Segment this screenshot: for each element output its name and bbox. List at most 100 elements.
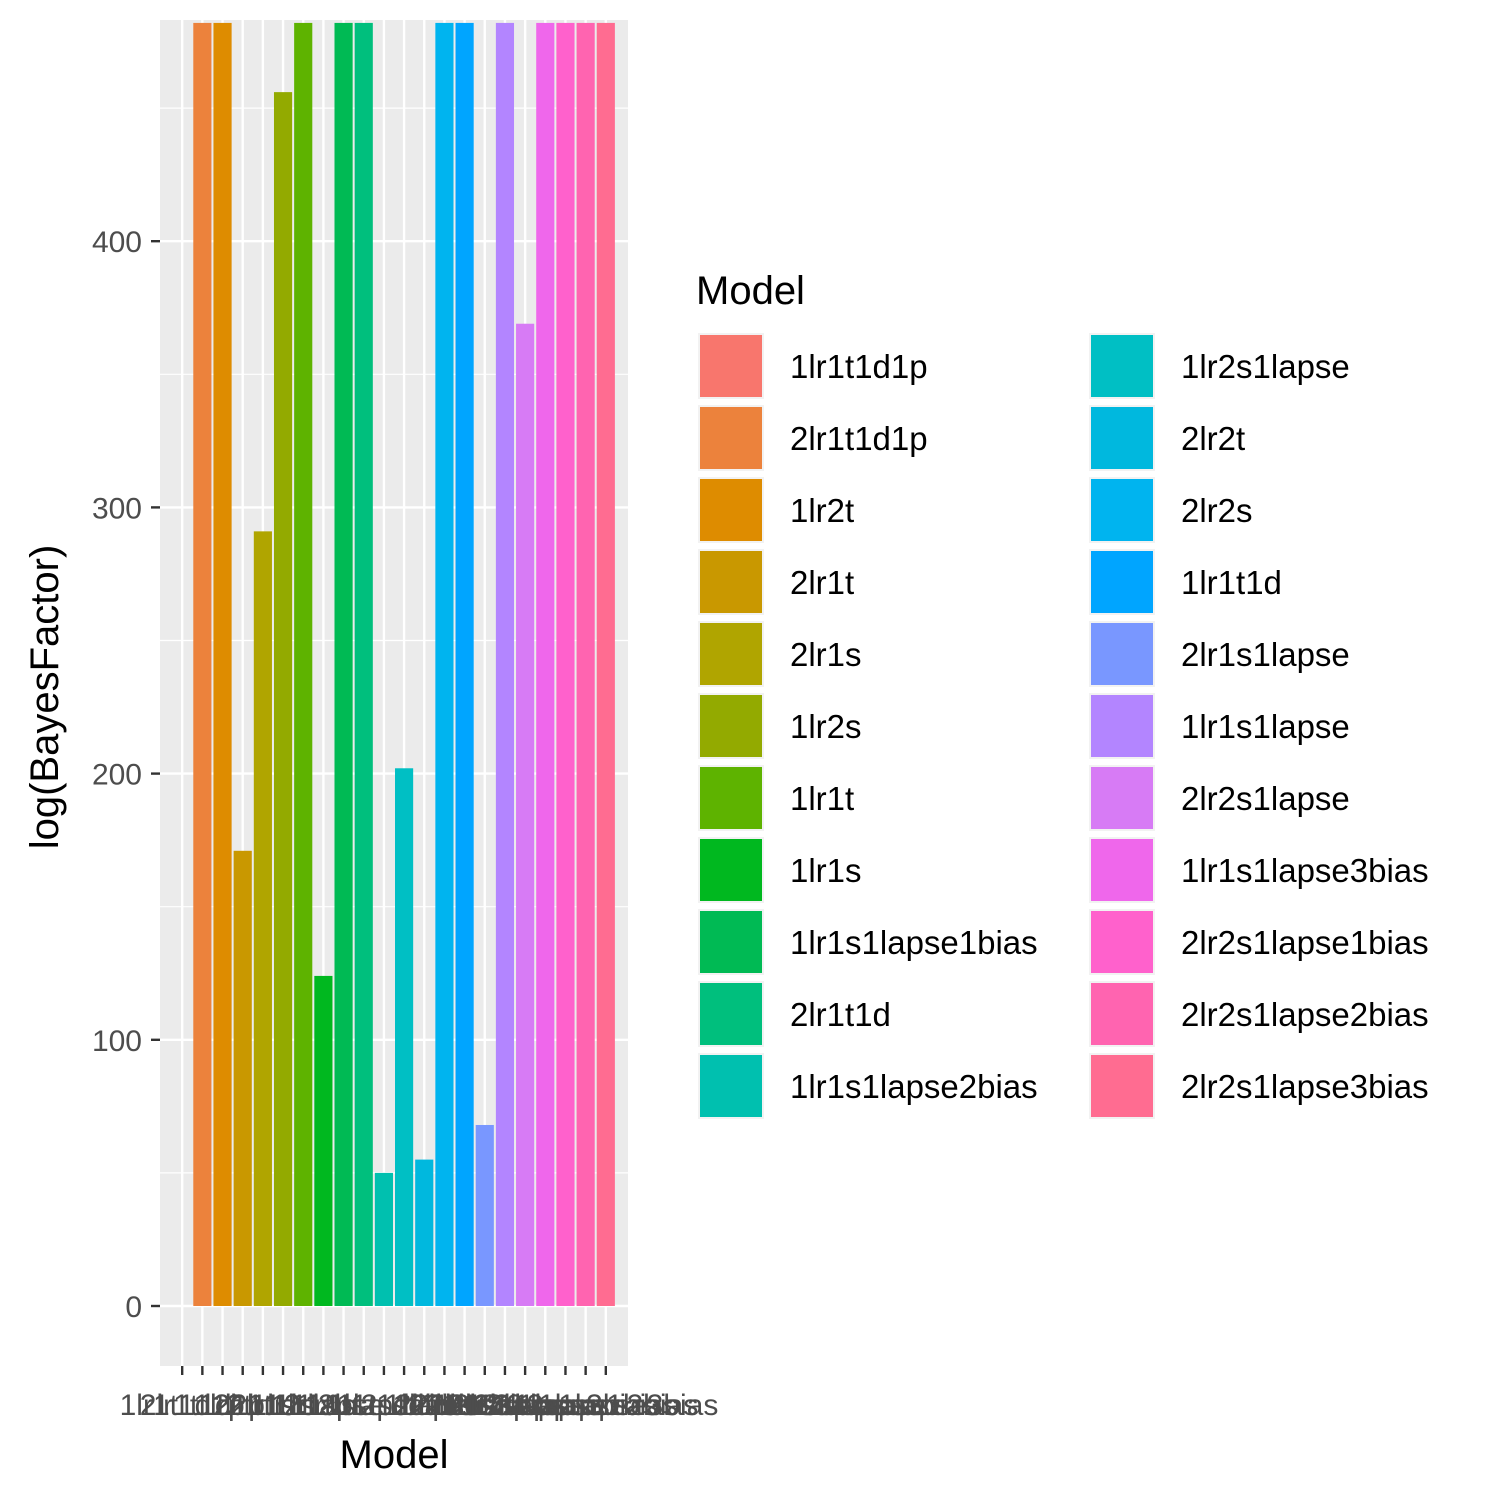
bar-1lr1s (314, 975, 333, 1306)
legend-key-2lr2s (1091, 479, 1153, 541)
bars (193, 22, 615, 1306)
x-axis: 1lr1t1d1p2lr1t1d1p1lr2t2lr1t2lr1s1lr2s1l… (120, 1366, 718, 1422)
x-tick-label: 2lr2s1lapse3bias (493, 1389, 718, 1422)
legend-label: 2lr2s1lapse (1181, 780, 1350, 817)
x-tick-label: 2lr1t1d1p (140, 1389, 265, 1422)
legend-label: 1lr1s1lapse (1181, 708, 1350, 745)
bar-2lr2s1lapse3bias (596, 22, 615, 1306)
legend-key-2lr2s1lapse3bias (1091, 1055, 1153, 1117)
legend-key-2lr2s1lapse2bias (1091, 983, 1153, 1045)
x-tick-label: 2lr2s1lapse (448, 1389, 601, 1422)
legend-label: 1lr1t1d (1181, 564, 1282, 601)
x-tick-label: 1lr1s1lapse3bias (433, 1389, 658, 1422)
bar-2lr2s1lapse1bias (556, 22, 575, 1306)
legend-label: 2lr1t (790, 564, 854, 601)
legend-key-1lr1t1d (1091, 551, 1153, 613)
legend-key-1lr1s1lapse2bias (700, 1055, 762, 1117)
x-tick-label: 1lr1s1lapse2bias (271, 1389, 496, 1422)
legend-key-2lr2s1lapse1bias (1091, 911, 1153, 973)
legend-key-1lr1s1lapse (1091, 695, 1153, 757)
x-tick-label: 2lr1s1lapse (408, 1389, 561, 1422)
legend-label: 1lr1s (790, 852, 862, 889)
x-tick-label: 1lr2t (193, 1389, 252, 1422)
bar-1lr1t (294, 22, 313, 1306)
bar-1lr2t (213, 22, 232, 1306)
y-axis: 0 100 200 300 400 (92, 226, 160, 1324)
legend-key-2lr1t (700, 551, 762, 613)
x-tick-label: 2lr2t (395, 1389, 454, 1422)
x-tick-label: 2lr2s (412, 1389, 477, 1422)
legend-label: 2lr2s1lapse1bias (1181, 924, 1429, 961)
legend-key-1lr1t1d1p (700, 335, 762, 397)
y-tick-label: 0 (125, 1291, 142, 1324)
legend-key-1lr2t (700, 479, 762, 541)
bar-2lr1s1lapse (475, 1124, 494, 1306)
legend-key-2lr2s1lapse (1091, 767, 1153, 829)
bar-2lr1t1d1p (193, 22, 212, 1306)
bar-1lr1t1d (455, 22, 474, 1306)
legend-key-1lr1s1lapse3bias (1091, 839, 1153, 901)
x-tick-label: 2lr2s1lapse2bias (473, 1389, 698, 1422)
x-tick-label: 1lr2s1lapse (327, 1389, 480, 1422)
bar-2lr2t (415, 1159, 434, 1306)
legend-label: 1lr1t (790, 780, 854, 817)
y-tick-label: 300 (92, 492, 142, 525)
legend-label: 1lr1s1lapse3bias (1181, 852, 1429, 889)
bar-2lr2s (435, 22, 454, 1306)
legend-key-1lr2s (700, 695, 762, 757)
bar-1lr1s1lapse2bias (374, 1172, 393, 1306)
legend-label: 2lr2s1lapse2bias (1181, 996, 1429, 1033)
legend-key-2lr2t (1091, 407, 1153, 469)
x-tick-label: 2lr1s (230, 1389, 295, 1422)
x-tick-label: 1lr1s1lapse1bias (231, 1389, 456, 1422)
legend-key-2lr1t1d1p (700, 407, 762, 469)
bar-1lr1s1lapse1bias (334, 22, 353, 1306)
bar-1lr2s1lapse (395, 768, 414, 1306)
x-tick-label: 1lr2s (251, 1389, 316, 1422)
bar-1lr2s (273, 92, 293, 1306)
bar-1lr1s1lapse (495, 22, 515, 1306)
legend-label: 2lr1s1lapse (1181, 636, 1350, 673)
x-tick-label: 1lr1t1d (419, 1389, 511, 1422)
legend-label: 1lr1s1lapse2bias (790, 1068, 1038, 1105)
legend-label: 2lr2t (1181, 420, 1245, 457)
y-tick-label: 200 (92, 759, 142, 792)
legend-label: 2lr1s (790, 636, 862, 673)
bar-2lr1s (253, 531, 272, 1306)
legend-key-2lr1t1d (700, 983, 762, 1045)
y-tick-label: 100 (92, 1025, 142, 1058)
legend-title: Model (696, 269, 805, 313)
legend-key-1lr1s (700, 839, 762, 901)
x-tick-label: 2lr1t1d (318, 1389, 410, 1422)
legend-label: 1lr2s (790, 708, 862, 745)
bar-2lr1t1d (354, 22, 373, 1306)
x-tick-label: 1lr1s (291, 1389, 356, 1422)
legend-label: 1lr1t1d1p (790, 348, 928, 385)
legend-key-2lr1s (700, 623, 762, 685)
x-tick-label: 1lr1t (274, 1389, 333, 1422)
legend-label: 2lr2s (1181, 492, 1253, 529)
legend-label: 1lr2s1lapse (1181, 348, 1350, 385)
y-axis-title: log(BayesFactor) (23, 545, 67, 850)
x-tick-label: 2lr1t (214, 1389, 273, 1422)
bar-1lr1s1lapse3bias (536, 22, 555, 1306)
x-tick-label: 1lr1t1d1p (120, 1389, 245, 1422)
legend-key-1lr1t (700, 767, 762, 829)
y-tick-label: 400 (92, 226, 142, 259)
legend-key-1lr1s1lapse1bias (700, 911, 762, 973)
legend-label: 1lr2t (790, 492, 854, 529)
x-axis-title: Model (340, 1433, 449, 1477)
legend: Model 1lr1t1d1p2lr1t1d1p1lr2t2lr1t2lr1s1… (696, 269, 1429, 1119)
legend-key-1lr2s1lapse (1091, 335, 1153, 397)
legend-label: 1lr1s1lapse1bias (790, 924, 1038, 961)
bar-2lr2s1lapse2bias (576, 22, 595, 1306)
legend-label: 2lr2s1lapse3bias (1181, 1068, 1429, 1105)
x-tick-label: 2lr2s1lapse1bias (453, 1389, 678, 1422)
legend-key-2lr1s1lapse (1091, 623, 1153, 685)
bar-2lr1t (233, 850, 252, 1306)
legend-label: 2lr1t1d (790, 996, 891, 1033)
legend-label: 2lr1t1d1p (790, 420, 928, 457)
x-tick-label: 1lr1s1lapse (428, 1389, 581, 1422)
bar-2lr2s1lapse (516, 323, 535, 1306)
